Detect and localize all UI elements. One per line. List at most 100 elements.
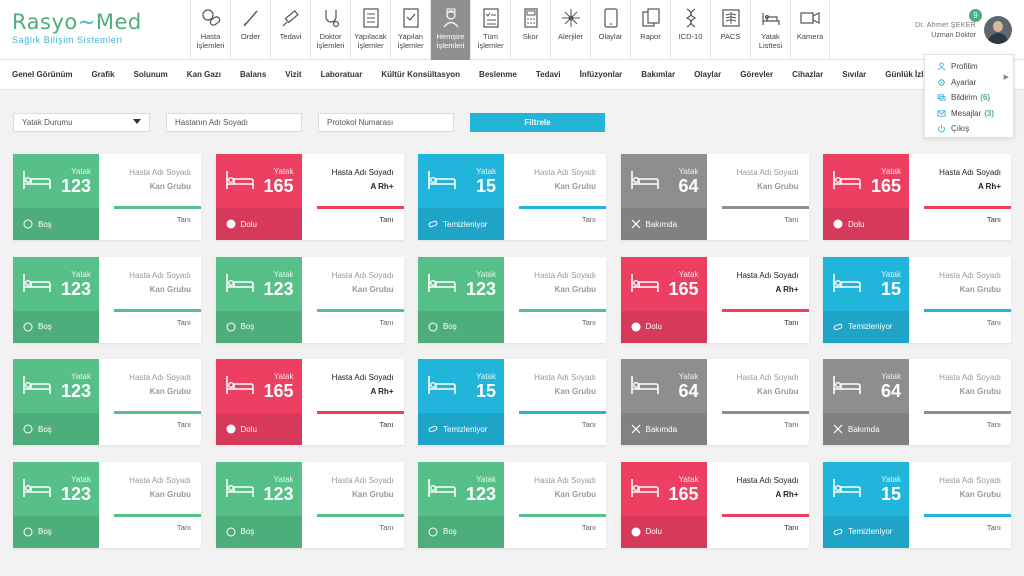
bed-card[interactable]: Yatak 123 Boş Hasta Adı Soyadı Kan Grubu Tanı bbox=[418, 461, 606, 548]
bed-card[interactable]: Yatak 123 Boş Hasta Adı Soyadı Kan Grubu Tanı bbox=[13, 256, 201, 343]
bed-card[interactable]: Yatak 165 Dolu Hasta Adı Soyadı A Rh+ Tanı bbox=[215, 154, 404, 240]
toolbar-button-11[interactable]: Rapor bbox=[630, 0, 670, 60]
nav-item-1[interactable]: Grafik bbox=[91, 70, 115, 79]
dropdown-logout-label: Çıkış bbox=[951, 124, 970, 134]
nav-item-8[interactable]: Beslenme bbox=[479, 70, 517, 79]
bed-card[interactable]: Yatak 64 Bakımda Hasta Adı Soyadı Kan Grubu T… bbox=[620, 359, 809, 445]
dropdown-profile[interactable]: Profilim bbox=[937, 59, 1013, 75]
nav-item-6[interactable]: Laboratuar bbox=[320, 70, 363, 79]
dropdown-messages[interactable]: Mesajlar (3) bbox=[937, 106, 1013, 122]
protocol-number-input[interactable]: Protokol Numarası bbox=[318, 113, 454, 132]
status-bar bbox=[721, 308, 809, 312]
nav-item-2[interactable]: Solunum bbox=[133, 70, 168, 79]
toolbar-button-14[interactable]: Yatak Listtesi bbox=[750, 0, 790, 60]
bed-card[interactable]: Yatak 15 Temizleniyor Hasta Adı Soyadı Kan G… bbox=[418, 359, 606, 445]
bed-status-label: Temizleniyor bbox=[848, 322, 893, 331]
toolbar-label-line1: Kamera bbox=[796, 32, 824, 41]
dropdown-notifications[interactable]: Bildirim (6) bbox=[937, 90, 1013, 106]
bed-card[interactable]: Yatak 165 Dolu Hasta Adı Soyadı A Rh+ Tanı bbox=[620, 256, 809, 343]
bed-card-status-panel: Yatak 165 Dolu bbox=[215, 154, 302, 240]
dropdown-logout[interactable]: Çıkış bbox=[937, 121, 1013, 137]
diagnosis-label: Tanı bbox=[986, 215, 1001, 224]
nav-item-4[interactable]: Balans bbox=[240, 70, 267, 79]
empty-circle-icon bbox=[23, 527, 33, 536]
toolbar-button-6[interactable]: Hemşire İşlemleri bbox=[430, 0, 470, 60]
bed-status: Boş bbox=[215, 310, 302, 343]
bed-card[interactable]: Yatak 123 Boş Hasta Adı Soyadı Kan Grubu Tanı bbox=[215, 461, 404, 548]
toolbar-button-12[interactable]: ICD-10 bbox=[670, 0, 710, 60]
toolbar-button-4[interactable]: Yapılacak İşlemler bbox=[350, 0, 390, 60]
toolbar-button-0[interactable]: Hasta İşlemleri bbox=[190, 0, 230, 60]
nav-item-0[interactable]: Genel Görünüm bbox=[12, 70, 73, 79]
bed-label: Yatak bbox=[881, 474, 901, 484]
bed-card-header: Yatak 15 bbox=[823, 462, 909, 516]
nav-item-14[interactable]: Cihazlar bbox=[792, 70, 824, 79]
toolbar-button-3[interactable]: Doktor İşlemleri bbox=[310, 0, 350, 60]
bed-label: Yatak bbox=[273, 372, 294, 381]
bed-card-details: Hasta Adı Soyadı Kan Grubu Tanı bbox=[99, 154, 201, 240]
nav-item-9[interactable]: Tedavi bbox=[535, 70, 561, 79]
bed-card[interactable]: Yatak 123 Boş Hasta Adı Soyadı Kan Grubu Tanı bbox=[418, 256, 606, 343]
blood-group: Kan Grubu bbox=[554, 182, 596, 191]
toolbar-button-5[interactable]: Yapılan İşlemler bbox=[390, 0, 430, 60]
nav-item-13[interactable]: Görevler bbox=[740, 70, 774, 79]
nav-item-7[interactable]: Kültür Konsültasyon bbox=[381, 70, 461, 79]
bed-card[interactable]: Yatak 165 Dolu Hasta Adı Soyadı A Rh+ Tanı bbox=[823, 154, 1011, 240]
bed-card-header: Yatak 123 bbox=[418, 462, 504, 516]
bed-icon bbox=[225, 171, 254, 189]
dropdown-settings[interactable]: Ayarlar bbox=[937, 75, 1013, 91]
bed-card[interactable]: Yatak 64 Bakımda Hasta Adı Soyadı Kan Grubu T… bbox=[620, 154, 809, 240]
nav-item-11[interactable]: Bakımlar bbox=[641, 70, 676, 79]
nav-item-16[interactable]: Günlük İzlem bbox=[885, 70, 936, 79]
bed-card[interactable]: Yatak 15 Temizleniyor Hasta Adı Soyadı Kan G… bbox=[823, 256, 1011, 343]
bed-card[interactable]: Yatak 123 Boş Hasta Adı Soyadı Kan Grubu Tanı bbox=[215, 256, 404, 343]
toolbar-label: Order bbox=[241, 32, 260, 41]
status-bar bbox=[316, 411, 404, 414]
toolbar-button-10[interactable]: Olaylar bbox=[590, 0, 630, 60]
toolbar-button-13[interactable]: PACS bbox=[710, 0, 750, 60]
app-logo[interactable]: Rasyo~Med Sağlık Bilişim Sistemleri bbox=[12, 10, 192, 50]
bed-card[interactable]: Yatak 165 Dolu Hasta Adı Soyadı A Rh+ Tanı bbox=[215, 359, 404, 445]
toolbar-button-7[interactable]: Tüm İşlemler bbox=[470, 0, 510, 60]
avatar[interactable] bbox=[984, 16, 1012, 44]
nav-item-15[interactable]: Sıvılar bbox=[842, 70, 867, 79]
patient-name: Hasta Adı Soyadı bbox=[331, 168, 394, 177]
bed-status: Bakımda bbox=[823, 413, 909, 445]
nav-item-5[interactable]: Vizit bbox=[285, 70, 302, 79]
toolbar-label: Yatak Listtesi bbox=[759, 32, 782, 50]
nav-item-10[interactable]: İnfüzyonlar bbox=[579, 70, 623, 79]
bed-status-label: Bakımda bbox=[848, 424, 880, 434]
filter-button[interactable]: Filtrele bbox=[470, 113, 605, 132]
bed-card[interactable]: Yatak 15 Temizleniyor Hasta Adı Soyadı Kan G… bbox=[418, 154, 606, 240]
patient-name: Hasta Adı Soyadı bbox=[534, 373, 596, 382]
toolbar-button-8[interactable]: Skor bbox=[510, 0, 550, 60]
toolbar-label: Skor bbox=[523, 32, 538, 41]
bed-icon bbox=[23, 376, 51, 394]
all-list-icon bbox=[482, 8, 499, 28]
patient-name: Hasta Adı Soyadı bbox=[939, 270, 1001, 280]
toolbar-label-line1: Order bbox=[240, 32, 261, 41]
bed-card[interactable]: Yatak 64 Bakımda Hasta Adı Soyadı Kan Grubu T… bbox=[823, 359, 1011, 445]
toolbar-label-line1: Alerjiler bbox=[557, 32, 583, 41]
nav-item-12[interactable]: Olaylar bbox=[694, 70, 722, 79]
toolbar-button-2[interactable]: Tedavi bbox=[270, 0, 310, 60]
diagnosis-label: Tanı bbox=[784, 420, 799, 429]
bed-card[interactable]: Yatak 123 Boş Hasta Adı Soyadı Kan Grubu Tanı bbox=[13, 154, 201, 240]
bed-label: Yatak bbox=[273, 269, 294, 279]
patient-name: Hasta Adı Soyadı bbox=[534, 270, 596, 280]
filled-circle-icon bbox=[226, 219, 235, 229]
user-menu[interactable]: Dr. Ahmet ŞEKER Uzman Doktor 9 bbox=[915, 9, 1012, 48]
bed-label: Yatak bbox=[273, 474, 294, 484]
toolbar-button-9[interactable]: Alerjiler bbox=[550, 0, 590, 60]
bed-card[interactable]: Yatak 15 Temizleniyor Hasta Adı Soyadı Kan G… bbox=[823, 461, 1011, 548]
bed-card[interactable]: Yatak 165 Dolu Hasta Adı Soyadı A Rh+ Tanı bbox=[620, 461, 809, 548]
bed-card[interactable]: Yatak 123 Boş Hasta Adı Soyadı Kan Grubu Tanı bbox=[13, 461, 201, 548]
nav-item-3[interactable]: Kan Gazı bbox=[186, 70, 222, 79]
bed-card[interactable]: Yatak 123 Boş Hasta Adı Soyadı Kan Grubu Tanı bbox=[13, 359, 201, 445]
patient-name-input[interactable]: Hastanın Adı Soyadı bbox=[166, 113, 302, 132]
bed-status-label: Temizleniyor bbox=[443, 424, 488, 434]
bed-status: Bakımda bbox=[620, 208, 707, 240]
toolbar-button-1[interactable]: Order bbox=[230, 0, 270, 60]
toolbar-button-15[interactable]: Kamera bbox=[790, 0, 830, 60]
bed-status-select[interactable]: Yatak Durumu bbox=[13, 113, 150, 132]
